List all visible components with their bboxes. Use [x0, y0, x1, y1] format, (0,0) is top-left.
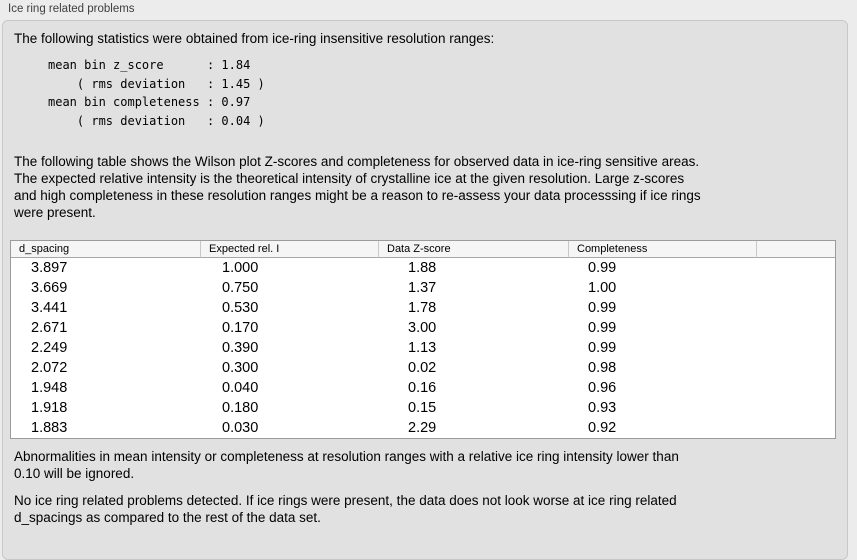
intro-text: The following statistics were obtained f… — [14, 31, 495, 46]
table-cell-filler — [756, 338, 835, 358]
table-row[interactable]: 3.441 0.530 1.78 0.99 — [11, 298, 835, 318]
table-cell: 1.000 — [222, 260, 259, 276]
table-row[interactable]: 2.249 0.390 1.13 0.99 — [11, 338, 835, 358]
table-cell: 0.99 — [588, 300, 617, 316]
table-cell: 1.948 — [31, 380, 68, 396]
column-header-filler — [756, 241, 835, 258]
table-cell: 1.13 — [408, 340, 437, 356]
table-cell: 0.170 — [222, 320, 259, 336]
table-cell: 0.530 — [222, 300, 259, 316]
table-cell: 1.37 — [408, 280, 437, 296]
table-body: 3.897 1.000 1.88 0.99 3.669 0.750 1.37 1.00 3.44… — [11, 258, 835, 438]
column-header-data-z-score[interactable]: Data Z-score — [378, 241, 568, 258]
table-cell: 1.88 — [408, 260, 437, 276]
table-cell: 3.441 — [31, 300, 68, 316]
table-cell: 0.99 — [588, 340, 617, 356]
column-header-d-spacing[interactable]: d_spacing — [11, 241, 200, 258]
table-cell: 1.883 — [31, 420, 68, 436]
table-cell: 0.040 — [222, 380, 259, 396]
table-row[interactable]: 1.948 0.040 0.16 0.96 — [11, 378, 835, 398]
table-cell: 2.29 — [408, 420, 437, 436]
table-cell: 0.96 — [588, 380, 617, 396]
table-cell: 3.00 — [408, 320, 437, 336]
table-header-row: d_spacing Expected rel. I Data Z-score C… — [11, 241, 835, 258]
table-cell: 0.180 — [222, 400, 259, 416]
table-cell-filler — [756, 398, 835, 418]
table-row[interactable]: 2.072 0.300 0.02 0.98 — [11, 358, 835, 378]
table-cell-filler — [756, 418, 835, 438]
table-cell: 3.669 — [31, 280, 68, 296]
column-header-expected-rel-i[interactable]: Expected rel. I — [200, 241, 378, 258]
table-cell: 2.249 — [31, 340, 68, 356]
table-cell: 0.92 — [588, 420, 617, 436]
stats-block: mean bin z_score : 1.84 ( rms deviation … — [48, 58, 265, 128]
table-cell: 2.072 — [31, 360, 68, 376]
table-row[interactable]: 3.669 0.750 1.37 1.00 — [11, 278, 835, 298]
table-cell: 3.897 — [31, 260, 68, 276]
table-cell: 0.300 — [222, 360, 259, 376]
table-cell: 0.030 — [222, 420, 259, 436]
table-row[interactable]: 1.918 0.180 0.15 0.93 — [11, 398, 835, 418]
table-description: The following table shows the Wilson plo… — [14, 154, 701, 220]
table-cell-filler — [756, 358, 835, 378]
table-cell: 0.15 — [408, 400, 437, 416]
table-cell: 0.99 — [588, 260, 617, 276]
table-cell: 1.78 — [408, 300, 437, 316]
ignore-note-text: Abnormalities in mean intensity or compl… — [14, 449, 679, 481]
table-cell: 0.93 — [588, 400, 617, 416]
table-cell: 2.671 — [31, 320, 68, 336]
table-cell: 0.390 — [222, 340, 259, 356]
column-header-completeness[interactable]: Completeness — [568, 241, 756, 258]
table-cell: 0.02 — [408, 360, 437, 376]
conclusion-text: No ice ring related problems detected. I… — [14, 493, 677, 525]
table-cell: 0.99 — [588, 320, 617, 336]
table-cell: 0.98 — [588, 360, 617, 376]
table-cell: 0.750 — [222, 280, 259, 296]
table-cell-filler — [756, 318, 835, 338]
table-row[interactable]: 3.897 1.000 1.88 0.99 — [11, 258, 835, 278]
table-cell-filler — [756, 258, 835, 278]
table-cell-filler — [756, 278, 835, 298]
table-cell: 1.00 — [588, 280, 617, 296]
panel-title: Ice ring related problems — [8, 3, 135, 15]
table-cell-filler — [756, 378, 835, 398]
table-cell: 1.918 — [31, 400, 68, 416]
table-cell-filler — [756, 298, 835, 318]
ice-ring-table: d_spacing Expected rel. I Data Z-score C… — [10, 240, 836, 439]
table-row[interactable]: 1.883 0.030 2.29 0.92 — [11, 418, 835, 438]
table-cell: 0.16 — [408, 380, 437, 396]
table-row[interactable]: 2.671 0.170 3.00 0.99 — [11, 318, 835, 338]
